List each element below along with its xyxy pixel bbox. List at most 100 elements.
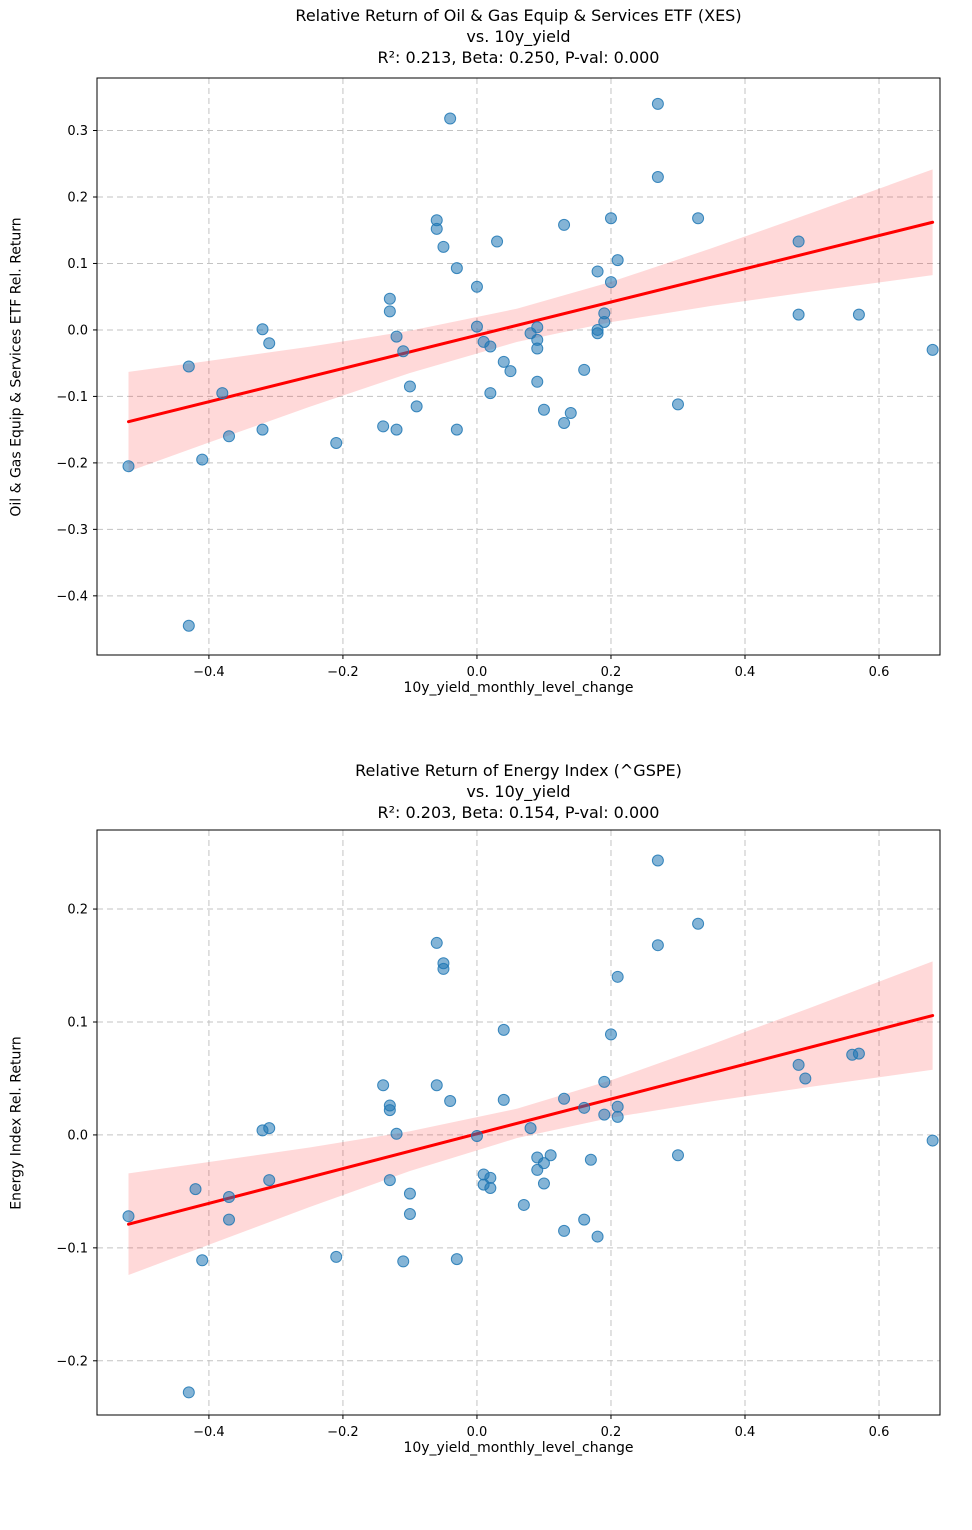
scatter-point: [437, 240, 450, 253]
y-tick-label: −0.1: [56, 1241, 88, 1256]
y-tick-label: −0.3: [56, 523, 88, 538]
scatter-point: [604, 276, 617, 289]
y-tick-label: 0.0: [67, 323, 88, 338]
x-tick-label: 0.0: [467, 665, 488, 680]
y-tick-label: 0.0: [67, 1128, 88, 1143]
y-tick-label: −0.4: [56, 589, 88, 604]
scatter-point: [182, 1386, 195, 1399]
chart-title-gspe: Relative Return of Energy Index (^GSPE) …: [97, 760, 940, 823]
scatter-point: [223, 1191, 236, 1204]
x-tick-label: −0.4: [193, 1425, 225, 1440]
scatter-point: [799, 1072, 812, 1085]
scatter-point: [497, 1093, 510, 1106]
scatter-point: [377, 1079, 390, 1092]
scatter-point: [692, 212, 705, 225]
scatter-point: [671, 1149, 684, 1162]
scatter-point: [383, 305, 396, 318]
scatter-point: [484, 1182, 497, 1195]
scatter-point: [651, 97, 664, 110]
scatter-point: [491, 235, 504, 248]
scatter-point: [383, 1099, 396, 1112]
scatter-point: [182, 360, 195, 373]
scatter-point: [537, 1177, 550, 1190]
scatter-point: [397, 345, 410, 358]
scatter-point: [397, 1255, 410, 1268]
scatter-point: [450, 262, 463, 275]
scatter-point: [444, 1095, 457, 1108]
x-axis-label-xes: 10y_yield_monthly_level_change: [403, 680, 634, 696]
scatter-point: [544, 1149, 557, 1162]
y-tick-label: 0.2: [67, 903, 88, 918]
scatter-point: [584, 1153, 597, 1166]
scatter-point: [598, 1108, 611, 1121]
scatter-point: [651, 171, 664, 184]
scatter-point: [470, 1130, 483, 1143]
scatter-point: [390, 330, 403, 343]
chart-title-line-1: Relative Return of Energy Index (^GSPE): [355, 761, 682, 780]
scatter-point: [517, 1198, 530, 1211]
chart-title-line-2: vs. 10y_yield: [466, 782, 571, 801]
scatter-point: [792, 235, 805, 248]
scatter-point: [256, 323, 269, 336]
chart-title-line-3: R²: 0.203, Beta: 0.154, P-val: 0.000: [377, 803, 660, 822]
scatter-point: [223, 430, 236, 443]
scatter-point: [330, 436, 343, 449]
scatter-point: [792, 308, 805, 321]
scatter-point: [216, 387, 229, 400]
scatter-point: [403, 380, 416, 393]
scatter-point: [852, 308, 865, 321]
scatter-plot-gspe: −0.4 −0.2 0.0 0.2 0.4 0.6 0.2 0.1 0.0 −0.1 −0.2: [56, 829, 941, 1440]
chart-block-gspe: −0.4 −0.2 0.0 0.2 0.4 0.6 0.2 0.1 0.0 −0.1 −0.2 Re…: [0, 750, 972, 1530]
scatter-point: [263, 337, 276, 350]
scatter-point: [598, 315, 611, 328]
scatter-point: [383, 1174, 396, 1187]
scatter-point: [611, 254, 624, 267]
x-tick-label: −0.2: [327, 1425, 359, 1440]
scatter-point: [591, 265, 604, 278]
scatter-point: [196, 1254, 209, 1267]
y-tick-label: 0.3: [67, 124, 88, 139]
y-tick-label: 0.2: [67, 190, 88, 205]
scatter-point: [598, 1075, 611, 1088]
scatter-point: [470, 280, 483, 293]
scatter-point: [558, 218, 571, 231]
scatter-point: [531, 321, 544, 334]
x-tick-label: −0.2: [327, 665, 359, 680]
scatter-point: [122, 1210, 135, 1223]
scatter-point: [531, 375, 544, 388]
x-tick-label: 0.0: [467, 1425, 488, 1440]
scatter-point: [390, 1127, 403, 1140]
scatter-point: [531, 342, 544, 355]
y-tick-label: −0.2: [56, 1354, 88, 1369]
scatter-point: [189, 1183, 202, 1196]
y-tick-label: −0.1: [56, 390, 88, 405]
y-tick-label: 0.1: [67, 1015, 88, 1030]
scatter-point: [651, 854, 664, 867]
scatter-point: [611, 1100, 624, 1113]
x-tick-label: −0.4: [193, 665, 225, 680]
scatter-point: [223, 1213, 236, 1226]
scatter-point: [430, 1079, 443, 1092]
scatter-point: [403, 1207, 416, 1220]
scatter-point: [497, 1023, 510, 1036]
scatter-point: [852, 1047, 865, 1060]
scatter-point: [558, 1224, 571, 1237]
x-tick-label: 0.4: [735, 665, 756, 680]
scatter-plot-xes: −0.4 −0.2 0.0 0.2 0.4 0.6 0.3 0.2 0.1 0.0 −0.1 −0.2…: [56, 77, 941, 680]
scatter-point: [651, 939, 664, 952]
scatter-point: [578, 363, 591, 376]
scatter-point: [564, 407, 577, 420]
scatter-point: [578, 1213, 591, 1226]
scatter-point: [390, 423, 403, 436]
confidence-band: [128, 961, 933, 1276]
scatter-point: [383, 292, 396, 305]
scatter-point: [578, 1101, 591, 1114]
scatter-point: [558, 1092, 571, 1105]
scatter-point: [504, 365, 517, 378]
scatter-point: [330, 1250, 343, 1263]
scatter-point: [611, 1110, 624, 1123]
scatter-point: [926, 1134, 939, 1147]
scatter-point: [470, 320, 483, 333]
x-tick-label: 0.2: [601, 665, 622, 680]
x-tick-label: 0.6: [869, 1425, 890, 1440]
